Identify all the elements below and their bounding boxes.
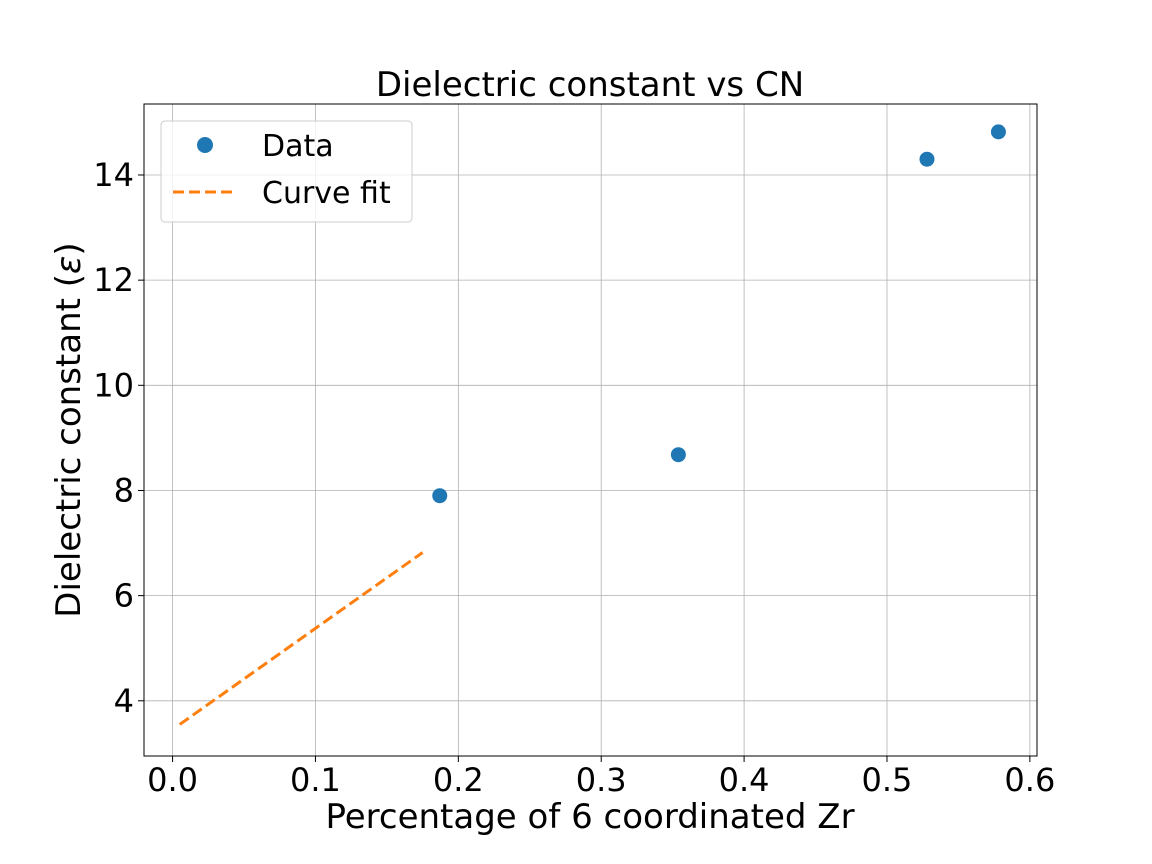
data-point (990, 124, 1006, 140)
x-tick-label: 0.4 (719, 761, 770, 799)
legend-marker-data (197, 137, 213, 153)
y-axis-label-prefix: Dielectric constant ( (49, 274, 89, 618)
legend: Data Curve fit (160, 120, 413, 223)
y-axis-label: Dielectric constant (ε) (49, 242, 89, 617)
data-point (432, 488, 448, 504)
x-axis-label: Percentage of 6 coordinated Zr (325, 797, 854, 837)
x-tick-label: 0.1 (290, 761, 341, 799)
y-tick-label: 6 (114, 577, 134, 615)
legend-label-data: Data (262, 129, 334, 164)
x-tick-label: 0.6 (1004, 761, 1055, 799)
y-axis-label-suffix: ) (49, 242, 89, 255)
y-tick-label: 8 (114, 471, 134, 509)
grid-lines (144, 104, 1037, 756)
legend-frame (160, 120, 413, 223)
x-tick-label: 0.5 (862, 761, 913, 799)
y-axis-label-symbol: ε (49, 256, 89, 274)
legend-label-curve-fit: Curve fit (262, 176, 391, 211)
x-tick-label: 0.0 (147, 761, 198, 799)
curve-fit-line (178, 551, 424, 726)
chart-title: Dielectric constant vs CN (376, 65, 804, 105)
data-point (919, 151, 935, 167)
x-tick-label: 0.2 (433, 761, 484, 799)
x-axis-ticks: 0.0 0.1 0.2 0.3 0.4 0.5 0.6 (147, 756, 1055, 799)
plot-series (178, 124, 1006, 726)
y-tick-label: 4 (114, 682, 134, 720)
y-tick-label: 14 (93, 156, 134, 194)
plot-frame (143, 103, 1038, 757)
y-tick-label: 12 (93, 261, 134, 299)
data-point (670, 447, 686, 463)
y-axis-ticks: 4 6 8 10 12 14 (93, 156, 144, 720)
y-tick-label: 10 (93, 366, 134, 404)
x-tick-label: 0.3 (576, 761, 627, 799)
